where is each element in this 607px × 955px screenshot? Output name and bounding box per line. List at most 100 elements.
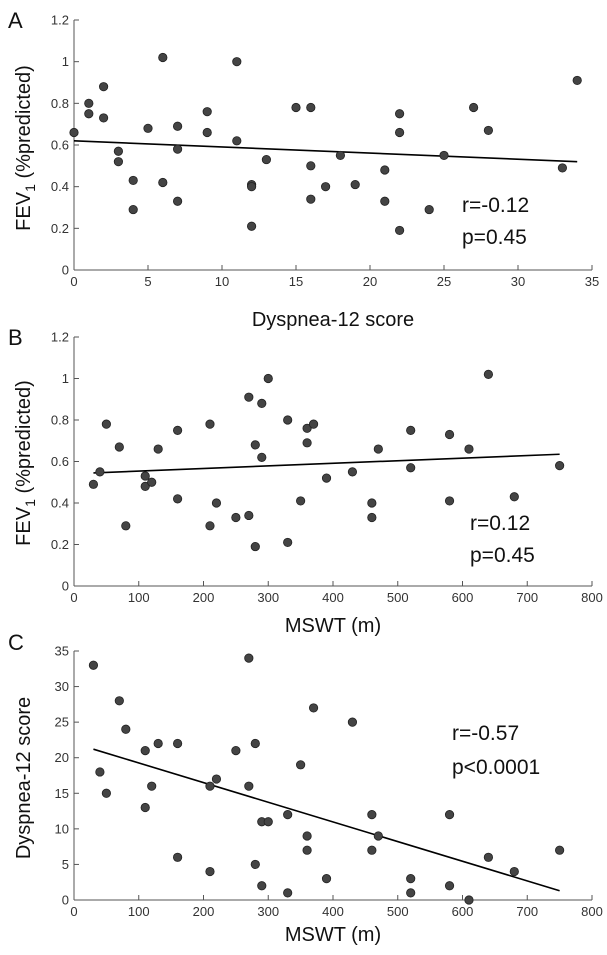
panel-c-data-point — [367, 845, 377, 855]
panel-a-y-tick-label: 0.4 — [51, 179, 69, 194]
panel-c-x-tick-label: 500 — [387, 904, 409, 919]
panel-c-data-point — [231, 745, 241, 756]
panel-b-annotation-r: r=0.12 — [470, 512, 530, 535]
panel-a-data-point — [202, 107, 212, 117]
panel-c-y-tick-label: 15 — [55, 786, 69, 801]
panel-c-y-tick-label: 10 — [55, 821, 69, 836]
panel-b-data-point — [173, 425, 183, 435]
panel-a-data-point — [232, 136, 242, 146]
panel-c-data-point — [140, 745, 150, 756]
panel-a-data-point — [424, 204, 434, 215]
panel-c-data-point — [406, 874, 416, 884]
panel-a-data-point — [143, 123, 153, 133]
panel-a-data-point — [439, 150, 449, 161]
panel-b-data-point — [244, 510, 254, 521]
panel-b-data-point — [114, 442, 124, 452]
panel-a-data-point — [128, 175, 138, 186]
panel-c: C 0 100 200 300 400 500 600 700 800 0 5 10 15 20 25 30 3… — [8, 630, 603, 946]
panel-b-y-tick-label: 0.8 — [51, 413, 69, 428]
panel-c-data-point — [302, 831, 312, 841]
panel-a-y-label: FEV1 (%predicted) — [13, 65, 38, 231]
panel-c-data-point — [205, 781, 215, 791]
panel-a-data-point — [202, 127, 212, 138]
panel-c-data-point — [173, 852, 183, 862]
panel-b-data-point — [95, 467, 105, 477]
panel-a-x-tick-label: 0 — [70, 274, 77, 289]
panel-c-data-point — [555, 845, 565, 855]
panel-a-data-point — [128, 204, 138, 215]
panel-c-y-tick-label: 0 — [62, 893, 69, 908]
panel-c-data-point — [140, 802, 150, 813]
panel-a-data-point — [113, 157, 124, 167]
panel-letter-c: C — [8, 630, 24, 655]
panel-b-data-point — [464, 444, 474, 454]
panel-a-y-tick-label: 1.2 — [51, 13, 69, 28]
panel-c-data-point — [244, 653, 254, 663]
panel-b-data-point — [121, 521, 131, 531]
panel-b-data-point — [373, 444, 383, 454]
panel-a-data-point — [394, 127, 405, 138]
panel-a-x-tick-label: 15 — [289, 274, 303, 289]
panel-b-y-label: FEV1 (%predicted) — [13, 380, 38, 546]
panel-a-y-tick-label: 1 — [62, 54, 69, 69]
panel-a-data-point — [158, 177, 168, 188]
panel-b-data-point — [153, 444, 163, 454]
panel-c-data-point — [95, 767, 105, 777]
panel-a-data-point — [306, 194, 316, 204]
panel-b-data-point — [367, 498, 377, 508]
panel-b-x-tick-label: 200 — [193, 590, 215, 605]
panel-b-data-point — [406, 463, 416, 473]
panel-b-data-point — [263, 373, 273, 384]
panel-b-data-point — [302, 423, 312, 433]
panel-b-x-tick-label: 700 — [516, 590, 538, 605]
panel-c-data-point — [321, 874, 332, 884]
panel-b-y-tick-label: 1.2 — [51, 330, 69, 345]
panel-b-x-tick-label: 600 — [452, 590, 474, 605]
panel-c-y-tick-label: 5 — [62, 857, 69, 872]
panel-c-data-point — [406, 888, 416, 898]
panel-b-data-point — [444, 429, 455, 440]
panel-a-data-point — [84, 109, 94, 119]
panel-c-data-point — [121, 724, 131, 734]
panel-b-points — [88, 369, 565, 552]
panel-b-y-tick-label: 0.6 — [51, 454, 69, 469]
panel-b-x-tick-label: 0 — [70, 590, 77, 605]
panel-a-data-point — [380, 196, 390, 206]
panel-c-data-point — [101, 788, 111, 798]
panel-b-data-point — [88, 479, 99, 489]
panel-c-data-point — [373, 831, 383, 841]
panel-a-data-point — [394, 109, 405, 119]
panel-b-data-point — [367, 512, 377, 523]
panel-a-y-label-main: FEV — [13, 191, 35, 231]
panel-a: A 0 5 10 15 20 25 30 35 0 0.2 0.4 0.6 0.8 1 1.2 r=-0.1… — [8, 8, 599, 331]
panel-a-y-tick-label: 0.8 — [51, 96, 69, 111]
panel-b-data-point — [147, 477, 157, 487]
panel-c-data-point — [147, 781, 157, 791]
panel-c-x-tick-label: 100 — [128, 904, 150, 919]
panel-a-x-tick-label: 30 — [511, 274, 525, 289]
panel-c-data-point — [509, 866, 519, 877]
panel-a-data-point — [113, 146, 124, 156]
panel-c-data-point — [211, 774, 222, 784]
panel-a-x-tick-label: 10 — [215, 274, 229, 289]
panel-c-y-label-main: Dyspnea-12 score — [13, 697, 35, 859]
panel-b-data-point — [140, 471, 150, 481]
panel-b-y-label-sub: 1 — [22, 499, 38, 507]
panel-b-data-point — [231, 512, 241, 523]
panel-a-data-point — [468, 102, 479, 113]
panel-b-data-point — [302, 438, 312, 448]
panel-a-data-point — [306, 161, 316, 171]
panel-b-data-point — [257, 398, 267, 408]
panel-c-x-label: MSWT (m) — [285, 924, 381, 946]
panel-b-data-point — [321, 473, 332, 483]
panel-b-y-tick-label: 0.2 — [51, 537, 69, 552]
panel-a-x-tick-label: 25 — [437, 274, 451, 289]
panel-c-data-point — [114, 696, 124, 706]
panel-b-annotation-p: p=0.45 — [470, 544, 535, 567]
panel-c-data-point — [296, 760, 306, 770]
panel-b-x-tick-label: 400 — [322, 590, 344, 605]
panel-c-data-point — [444, 810, 455, 820]
panel-a-x-tick-label: 5 — [144, 274, 151, 289]
panel-a-annotation-p: p=0.45 — [462, 226, 527, 249]
